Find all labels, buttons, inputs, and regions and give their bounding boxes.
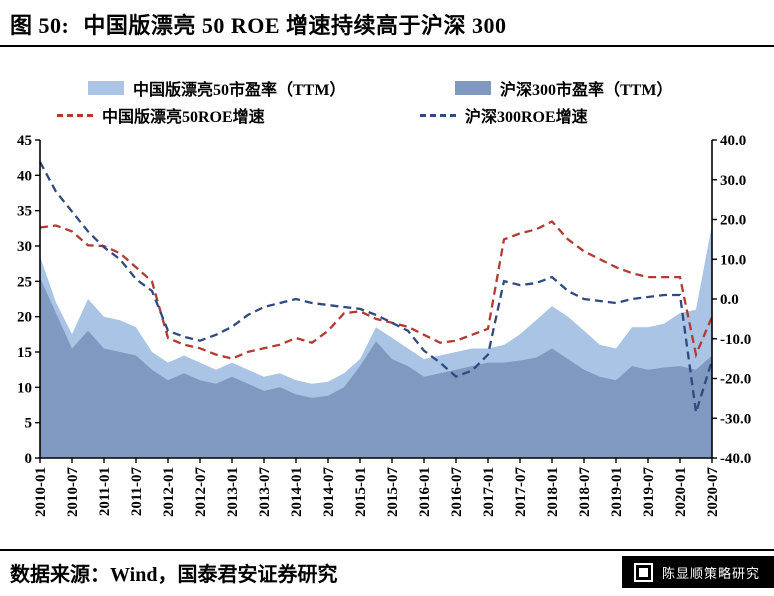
legend-swatch-csi300-pe: [455, 81, 491, 95]
watermark-text: 陈显顺策略研究: [661, 565, 760, 581]
x-tick-label: 2020-01: [673, 467, 689, 517]
area-series-1: [40, 277, 712, 458]
figure-title: 图 50: 中国版漂亮 50 ROE 增速持续高于沪深 300: [10, 8, 507, 40]
title-divider: [0, 45, 774, 47]
x-tick-label: 2020-07: [705, 467, 721, 517]
x-tick-label: 2017-07: [513, 467, 529, 517]
y-right-tick-label: 20.0: [720, 213, 746, 229]
legend-item-csi300-pe: 沪深300市盈率（TTM）: [455, 76, 672, 100]
x-tick-label: 2012-07: [193, 467, 209, 517]
footer-divider: [0, 549, 774, 551]
legend-swatch-nifty50-roe: [57, 113, 93, 117]
y-right-tick-label: 30.0: [720, 173, 746, 189]
y-right-tick-label: 0.0: [720, 292, 739, 308]
watermark-logo-icon: [633, 562, 653, 582]
y-right-tick-label: -30.0: [720, 411, 751, 427]
line-series-3: [38, 161, 714, 413]
y-right-tick-label: 10.0: [720, 252, 746, 268]
legend-label-nifty50-roe: 中国版漂亮50ROE增速: [102, 109, 265, 126]
x-tick-label: 2019-07: [641, 467, 657, 517]
y-left-tick-label: 45: [17, 133, 32, 149]
y-left-tick-label: 25: [17, 274, 32, 290]
x-tick-label: 2016-07: [449, 467, 465, 517]
legend-swatch-csi300-roe: [420, 113, 456, 117]
x-tick-label: 2018-07: [577, 467, 593, 517]
x-tick-label: 2016-01: [417, 467, 433, 517]
legend-row-2: 中国版漂亮50ROE增速 沪深300ROE增速: [57, 103, 588, 127]
y-left-tick-label: 15: [17, 345, 32, 361]
x-tick-label: 2011-07: [129, 467, 145, 517]
chart-canvas: 45 40 35 30 25 20 15 10 5 0 40.0 30.0 20.0 10.0 0.0 -10…: [17, 133, 751, 517]
y-right-tick-label: -10.0: [720, 332, 751, 348]
x-tick-label: 2015-01: [353, 467, 369, 517]
legend-row-1: 中国版漂亮50市盈率（TTM） 沪深300市盈率（TTM）: [88, 76, 672, 100]
legend-label-csi300-roe: 沪深300ROE增速: [465, 109, 588, 126]
y-left-tick-label: 20: [17, 310, 32, 326]
x-tick-label: 2014-07: [321, 467, 337, 517]
page-title: 中国版漂亮 50 ROE 增速持续高于沪深 300: [83, 13, 507, 38]
legend-label-csi300-pe: 沪深300市盈率（TTM）: [500, 82, 673, 99]
x-tick-label: 2018-01: [545, 467, 561, 517]
figure-label: 图 50:: [10, 13, 70, 38]
y-left-tick-label: 0: [25, 451, 33, 467]
y-left-tick-label: 10: [17, 380, 32, 396]
x-tick-label: 2015-07: [385, 467, 401, 517]
x-tick-label: 2019-01: [609, 467, 625, 517]
y-right-tick-label: -40.0: [720, 451, 751, 467]
x-tick-label: 2013-07: [257, 467, 273, 517]
y-right-tick-label: -20.0: [720, 372, 751, 388]
legend-label-nifty50-pe: 中国版漂亮50市盈率（TTM）: [133, 82, 346, 99]
legend-item-nifty50-pe: 中国版漂亮50市盈率（TTM）: [88, 76, 455, 100]
legend-item-csi300-roe: 沪深300ROE增速: [420, 103, 588, 127]
x-tick-label: 2010-07: [65, 467, 81, 517]
x-tick-label: 2017-01: [481, 467, 497, 517]
y-left-tick-label: 35: [17, 204, 32, 220]
watermark-badge: 陈显顺策略研究: [621, 556, 774, 588]
y-left-tick-label: 30: [17, 239, 32, 255]
x-tick-label: 2012-01: [161, 467, 177, 517]
legend-item-nifty50-roe: 中国版漂亮50ROE增速: [57, 103, 420, 127]
legend-swatch-nifty50-pe: [88, 81, 124, 95]
x-tick-label: 2010-01: [33, 467, 49, 517]
y-left-tick-label: 40: [17, 168, 32, 184]
y-left-tick-label: 5: [25, 416, 33, 432]
y-right-tick-label: 40.0: [720, 133, 746, 149]
data-source: 数据来源：Wind，国泰君安证券研究: [10, 564, 338, 586]
x-tick-label: 2014-01: [289, 467, 305, 517]
x-tick-label: 2011-01: [97, 467, 113, 516]
x-tick-label: 2013-01: [225, 467, 241, 517]
line-series-2: [39, 220, 714, 360]
